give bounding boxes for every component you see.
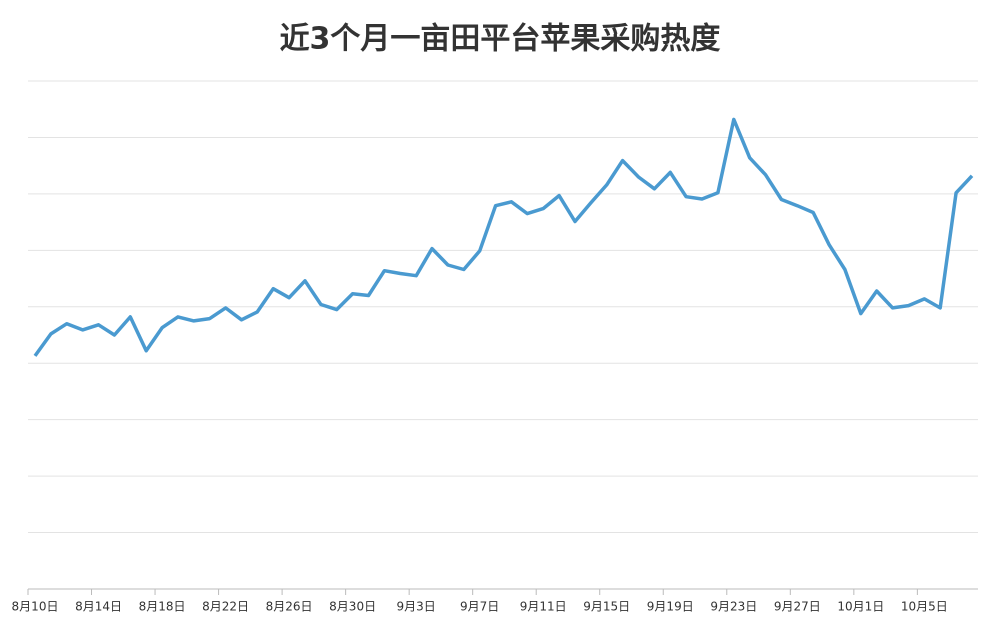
x-tick-label: 8月18日 <box>139 600 186 614</box>
x-tick-label: 9月11日 <box>520 600 567 614</box>
x-tick-label: 8月14日 <box>75 600 122 614</box>
x-tick-label: 9月7日 <box>460 600 499 614</box>
x-tick-label: 9月3日 <box>397 600 436 614</box>
x-tick-label: 9月15日 <box>583 600 630 614</box>
x-tick-label: 8月22日 <box>202 600 249 614</box>
x-tick-label: 9月23日 <box>710 600 757 614</box>
chart-title: 近3个月一亩田平台苹果采购热度 <box>280 22 721 57</box>
x-tick-label: 10月1日 <box>837 600 884 614</box>
x-tick-label: 8月10日 <box>12 600 59 614</box>
x-tick-label: 10月5日 <box>901 600 948 614</box>
line-series <box>33 117 974 357</box>
x-tick-label: 9月27日 <box>774 600 821 614</box>
x-tick-label: 8月26日 <box>266 600 313 614</box>
x-tick-label: 8月30日 <box>329 600 376 614</box>
x-tick-label: 9月19日 <box>647 600 694 614</box>
